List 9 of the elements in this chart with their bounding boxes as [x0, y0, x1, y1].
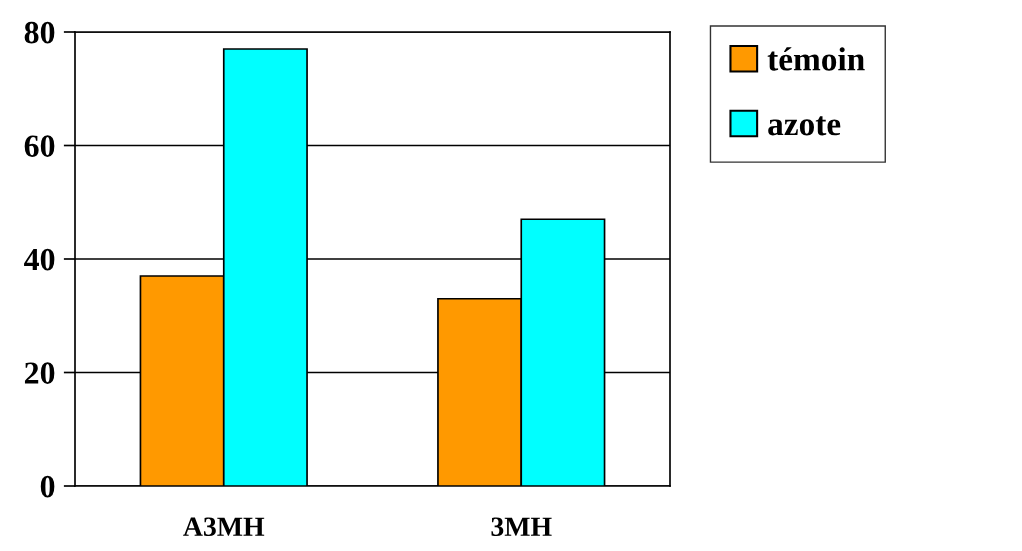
legend-label: témoin: [767, 47, 865, 71]
x-tick-label: 3MH: [491, 517, 552, 537]
y-tick-label: 40: [24, 248, 55, 271]
y-tick-label: 20: [24, 362, 55, 384]
legend-label: azote: [768, 116, 841, 136]
y-tick-label: 80: [24, 21, 55, 44]
y-tick-label: 0: [40, 475, 55, 498]
y-tick-label: 60: [24, 135, 55, 157]
x-tick-label: A3MH: [183, 517, 265, 537]
